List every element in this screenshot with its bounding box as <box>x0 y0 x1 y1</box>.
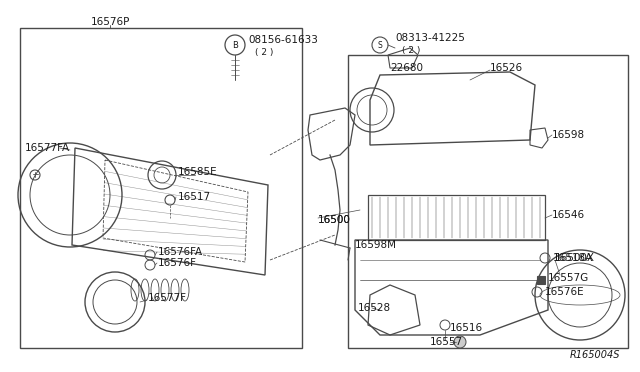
Text: ( 2 ): ( 2 ) <box>255 48 273 57</box>
Text: 16598: 16598 <box>552 130 585 140</box>
Bar <box>348 55 628 348</box>
Text: 16526: 16526 <box>490 63 523 73</box>
Text: 08156-61633: 08156-61633 <box>248 35 318 45</box>
Text: 16576F: 16576F <box>158 258 197 268</box>
Bar <box>537 276 545 284</box>
Text: 16577FA: 16577FA <box>25 143 70 153</box>
Text: ( 2 ): ( 2 ) <box>402 45 420 55</box>
Text: 16500: 16500 <box>318 215 351 225</box>
Text: 16598M: 16598M <box>355 240 397 250</box>
Text: 08313-41225: 08313-41225 <box>395 33 465 43</box>
Text: 16518A: 16518A <box>553 253 593 263</box>
Text: 16500X: 16500X <box>555 253 595 263</box>
Text: 16500: 16500 <box>318 215 351 225</box>
Text: 16576P: 16576P <box>90 17 130 27</box>
Text: 16577F: 16577F <box>148 293 187 303</box>
Text: 16557: 16557 <box>430 337 463 347</box>
Text: 16576FA: 16576FA <box>158 247 203 257</box>
Text: B: B <box>232 41 238 49</box>
Text: S: S <box>378 41 382 49</box>
Text: 16516: 16516 <box>450 323 483 333</box>
Text: 16528: 16528 <box>358 303 391 313</box>
Text: 16576E: 16576E <box>545 287 584 297</box>
Text: 22680: 22680 <box>390 63 423 73</box>
Text: 16585E: 16585E <box>178 167 218 177</box>
Text: 16517: 16517 <box>178 192 211 202</box>
Text: 16546: 16546 <box>552 210 585 220</box>
Text: 16557G: 16557G <box>548 273 589 283</box>
Text: R165004S: R165004S <box>570 350 620 360</box>
Circle shape <box>454 336 466 348</box>
Bar <box>20 28 302 348</box>
